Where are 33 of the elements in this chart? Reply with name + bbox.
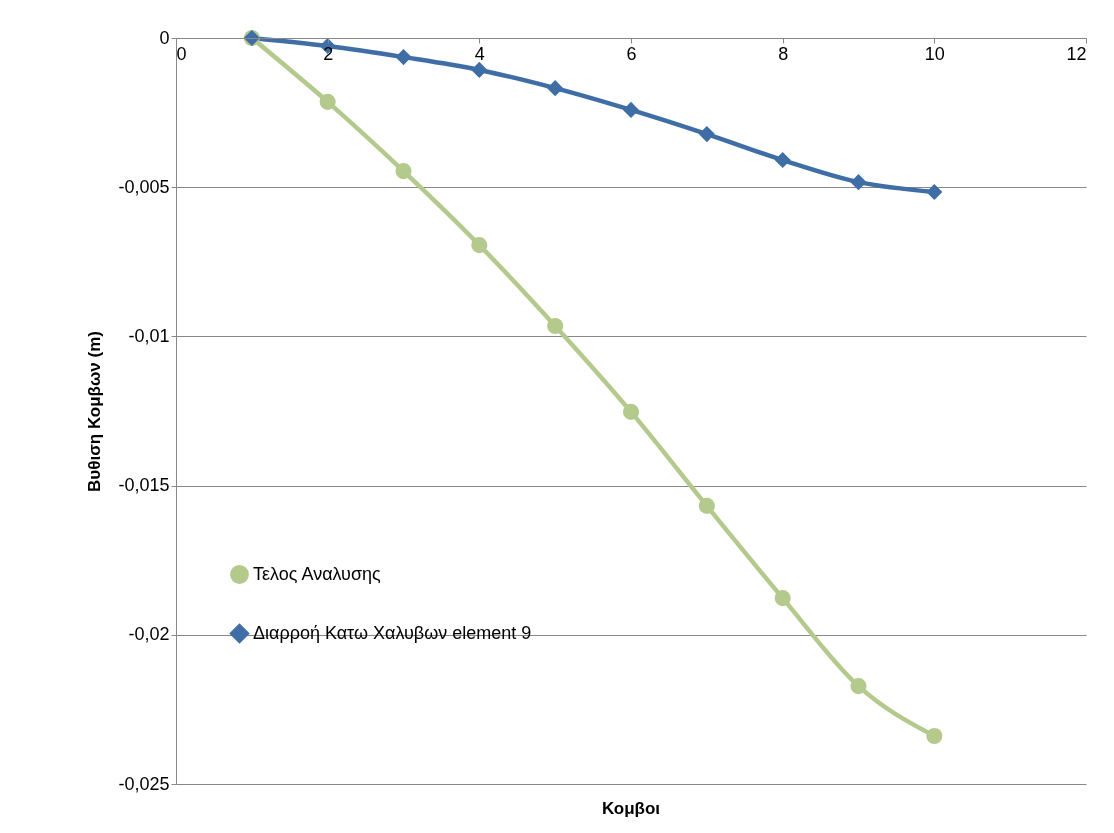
point	[622, 101, 640, 118]
point	[471, 61, 488, 78]
point	[319, 93, 336, 110]
x-tick-label: 4	[474, 43, 485, 64]
point	[774, 590, 791, 607]
x-tick-label: 6	[626, 43, 637, 64]
point	[850, 174, 867, 191]
x-tick-label: 0	[176, 43, 187, 64]
x-axis-title: Κομβοι	[601, 799, 661, 818]
point	[926, 727, 943, 744]
y-tick-label: -0,025	[118, 773, 170, 794]
x-tick-label: 10	[924, 43, 945, 64]
y-tick-label: -0,02	[128, 624, 170, 645]
point	[698, 126, 715, 143]
y-tick-label: -0,015	[118, 475, 170, 496]
y-tick-label: -0,005	[118, 176, 170, 197]
point	[622, 403, 640, 420]
point	[471, 237, 488, 254]
point	[547, 80, 564, 97]
y-tick-label: 0	[159, 27, 170, 48]
point	[547, 317, 564, 334]
y-axis-title: Βυθιση Κομβων (m)	[85, 331, 105, 492]
y-tick-label: -0,01	[128, 325, 170, 346]
point	[926, 183, 943, 201]
legend-label: Τελος Αναλυσης	[253, 563, 382, 584]
point	[395, 163, 412, 180]
legend-label: Διαρροή Κατω Χαλυβων element 9	[253, 622, 532, 643]
x-tick-label: 12	[1066, 43, 1087, 64]
point	[698, 497, 715, 514]
point	[395, 49, 412, 66]
x-tick-label: 8	[778, 43, 789, 64]
point	[774, 151, 791, 169]
point	[850, 678, 867, 695]
